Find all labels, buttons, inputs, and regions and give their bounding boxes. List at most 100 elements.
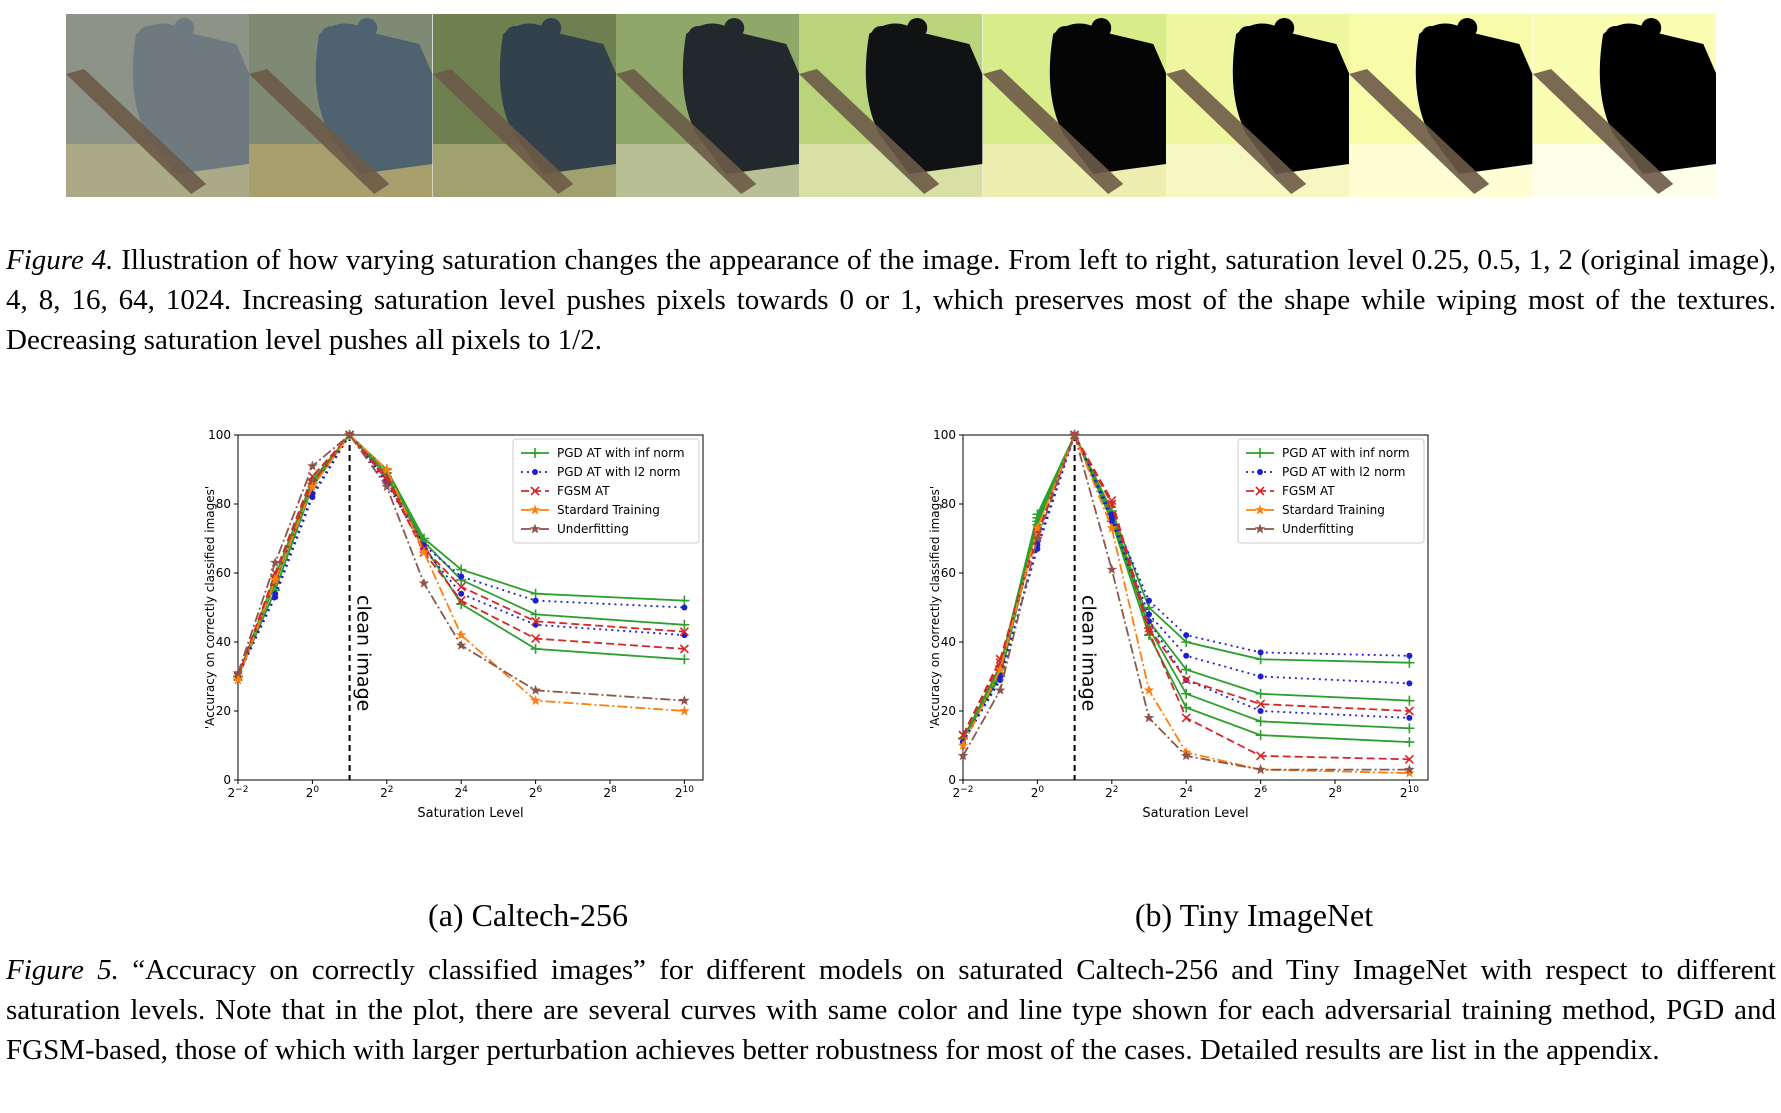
data-point [994, 664, 1006, 675]
y-tick-label: 0 [948, 773, 956, 787]
data-point [1406, 680, 1413, 687]
data-point [532, 597, 539, 604]
data-point [272, 590, 279, 597]
data-point [531, 633, 541, 644]
y-tick-label: 20 [216, 704, 231, 718]
x-tick-label: 28 [603, 785, 617, 800]
data-point [418, 546, 430, 557]
data-point [1257, 673, 1264, 680]
data-point [1404, 706, 1414, 716]
saturation-image-strip [66, 14, 1716, 197]
saturation-tile [1349, 14, 1533, 197]
data-point [531, 616, 541, 626]
x-tick-label: 2−2 [953, 785, 974, 800]
data-point [1255, 764, 1266, 775]
x-tick-label: 28 [1328, 785, 1342, 800]
data-point [1144, 602, 1154, 613]
data-point [679, 705, 690, 716]
plot-frame [237, 434, 704, 781]
y-tick-label: 40 [216, 635, 231, 649]
legend-label: PGD AT with l2 norm [557, 465, 680, 479]
data-point [456, 582, 466, 592]
figure5-label: Figure 5. [6, 954, 119, 986]
data-point [530, 448, 540, 458]
x-tick-label: 20 [306, 785, 320, 800]
data-point [456, 564, 467, 575]
figure4-text: Illustration of how varying saturation c… [6, 244, 1776, 356]
x-tick-label: 26 [1254, 785, 1268, 800]
data-point [456, 596, 466, 606]
legend-label: Underfitting [557, 522, 629, 536]
data-point [530, 588, 541, 599]
figure4-label: Figure 4. [6, 244, 114, 276]
figure4-caption: Figure 4. Illustration of how varying sa… [6, 240, 1776, 360]
series-line [962, 432, 1410, 743]
x-tick-label: 20 [1031, 785, 1045, 800]
legend-label: Stardard Training [557, 503, 660, 517]
data-point [1032, 522, 1043, 533]
x-axis-label: Saturation Level [417, 806, 523, 821]
data-point [307, 460, 318, 471]
x-tick-label: 24 [455, 785, 469, 800]
data-point [1146, 597, 1152, 604]
data-point [1255, 486, 1265, 496]
data-point [1254, 523, 1266, 534]
data-point [1181, 702, 1192, 713]
data-point [1143, 712, 1155, 723]
legend-label: PGD AT with inf norm [557, 446, 685, 460]
saturation-tile [1532, 14, 1716, 197]
data-point [1181, 637, 1192, 647]
data-point [455, 639, 467, 650]
data-point [530, 643, 541, 654]
data-point [1404, 695, 1415, 706]
y-tick-label: 100 [933, 428, 956, 442]
data-point [1180, 750, 1192, 761]
y-tick-label: 60 [941, 566, 956, 580]
data-point [1181, 688, 1192, 699]
data-point [679, 595, 690, 606]
data-point [679, 644, 689, 654]
data-point [530, 609, 541, 620]
data-point [1108, 518, 1115, 525]
data-point [532, 469, 538, 475]
data-point [344, 429, 355, 440]
data-point [957, 740, 969, 750]
data-point [1032, 533, 1043, 543]
data-point [994, 684, 1006, 695]
data-point [1181, 713, 1191, 723]
data-point [1106, 564, 1118, 574]
data-point [418, 577, 430, 588]
data-point [1255, 448, 1265, 458]
data-point [1107, 495, 1117, 506]
data-point [530, 695, 541, 706]
series-line [237, 433, 685, 712]
data-point [679, 695, 690, 706]
data-point [1254, 504, 1266, 515]
data-point [1255, 730, 1266, 741]
y-tick-label: 60 [216, 566, 231, 580]
x-tick-label: 22 [1105, 785, 1118, 800]
data-point [381, 464, 393, 474]
legend-label: Underfitting [1282, 522, 1354, 536]
plot-frame [962, 434, 1429, 781]
data-point [1106, 522, 1118, 533]
y-tick-label: 100 [208, 428, 231, 442]
figure5-text: “Accuracy on correctly classified images… [6, 954, 1776, 1066]
data-point [458, 590, 465, 597]
data-point [1404, 737, 1415, 748]
saturation-tile [982, 14, 1166, 197]
data-point [529, 504, 541, 515]
data-point [1143, 684, 1155, 695]
legend-label: FGSM AT [1282, 484, 1335, 498]
series-line [237, 433, 685, 677]
data-point [1107, 499, 1117, 509]
y-tick-label: 0 [223, 773, 231, 787]
data-point [1257, 708, 1264, 714]
saturation-tile [1165, 14, 1350, 197]
data-point [1181, 675, 1191, 685]
data-point [232, 667, 244, 678]
data-point [679, 619, 690, 630]
data-point [232, 674, 244, 685]
data-point [1183, 652, 1190, 659]
figure5-caption: Figure 5. “Accuracy on correctly classif… [6, 950, 1776, 1070]
